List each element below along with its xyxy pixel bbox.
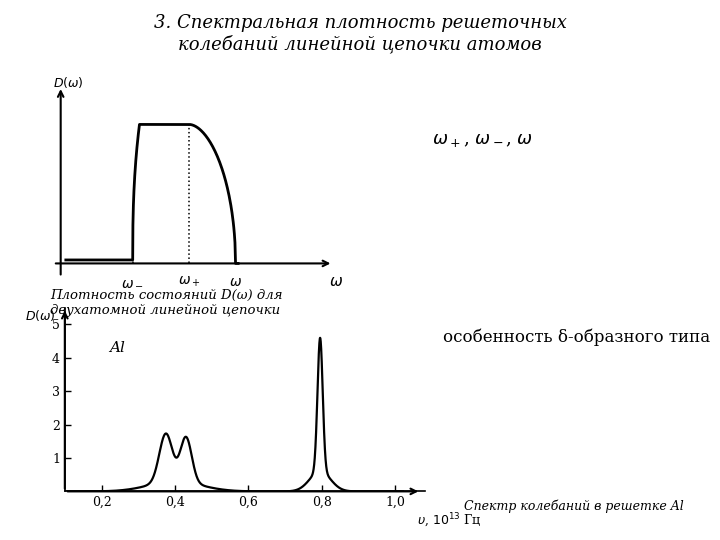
Text: $\omega$: $\omega$: [229, 275, 242, 289]
Text: особенность δ-образного типа: особенность δ-образного типа: [443, 329, 710, 346]
Text: $\omega$: $\omega$: [329, 275, 343, 289]
Text: Al: Al: [109, 341, 125, 355]
Text: $\upsilon$, $10^{13}$ Гц: $\upsilon$, $10^{13}$ Гц: [418, 512, 482, 530]
Text: $\omega_+$, $\omega_-$, $\omega$: $\omega_+$, $\omega_-$, $\omega$: [432, 131, 534, 150]
Text: 3. Спектральная плотность решеточных
колебаний линейной цепочки атомов: 3. Спектральная плотность решеточных кол…: [153, 14, 567, 53]
Text: Спектр колебаний в решетке Al: Спектр колебаний в решетке Al: [464, 500, 684, 513]
Text: $\omega_+$: $\omega_+$: [178, 275, 201, 289]
Text: $D(\omega)$: $D(\omega)$: [53, 75, 84, 90]
Text: $D(\omega)$: $D(\omega)$: [24, 308, 55, 323]
Text: Плотность состояний D(ω) для
двухатомной линейной цепочки: Плотность состояний D(ω) для двухатомной…: [50, 289, 283, 317]
Text: $\omega_-$: $\omega_-$: [122, 275, 144, 289]
